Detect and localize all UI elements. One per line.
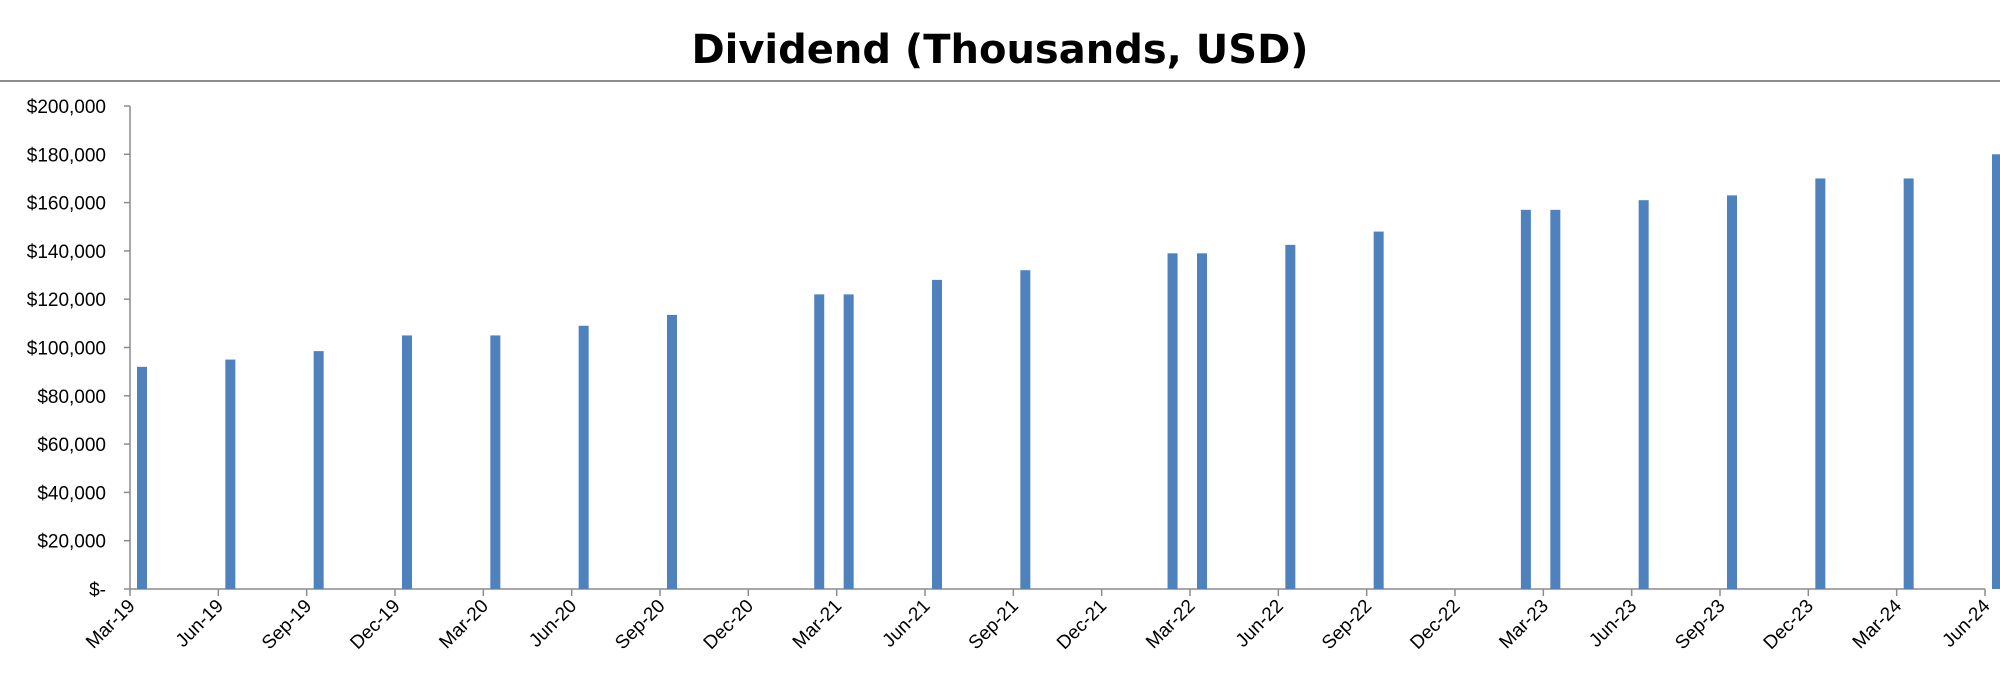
bar-2022-02: [1167, 253, 1178, 589]
bar-2022-09: [1373, 231, 1384, 589]
bar-2020-03: [490, 335, 501, 589]
x-tick-label: Sep-23: [1671, 596, 1729, 654]
x-tick-label: Jun-21: [879, 596, 935, 652]
x-tick-label: Sep-22: [1318, 596, 1376, 654]
y-tick-label: $200,000: [27, 97, 106, 118]
y-tick-label: $140,000: [27, 242, 106, 263]
bar-2019-12: [402, 335, 412, 589]
y-tick-label: $40,000: [37, 483, 106, 504]
bar-2023-03: [1550, 209, 1561, 589]
x-tick-label: Jun-22: [1232, 596, 1288, 652]
bar-2019-09: [313, 351, 324, 589]
title-divider: [0, 80, 2000, 82]
bar-2024-06: [1992, 154, 2000, 590]
bar-2021-09: [1020, 270, 1031, 589]
bar-2021-06: [932, 279, 942, 589]
bars: [137, 154, 2000, 590]
x-tick-label: Mar-19: [82, 596, 139, 653]
x-tick-label: Dec-21: [1053, 596, 1111, 654]
bar-2020-09: [667, 314, 677, 589]
bar-2024-03: [1903, 178, 1914, 589]
x-tick-label: Dec-22: [1406, 596, 1464, 654]
x-tick-label: Mar-24: [1849, 595, 1907, 653]
bar-2023-06: [1638, 200, 1649, 589]
bar-2021-02: [814, 294, 825, 589]
x-tick-label: Mar-23: [1495, 596, 1552, 653]
x-tick-label: Sep-20: [611, 596, 669, 654]
x-tick-label: Mar-20: [435, 596, 492, 653]
x-tick-label: Sep-21: [965, 596, 1023, 654]
bar-2020-06: [578, 325, 589, 589]
bar-2021-03: [843, 294, 854, 589]
x-tick-label: Jun-24: [1939, 595, 1995, 651]
x-axis: Mar-19 Jun-19 Sep-19 Dec-19 Mar-20 Jun-20 Sep-…: [82, 588, 1995, 654]
x-tick-label: Jun-20: [525, 596, 581, 652]
y-tick-label: $120,000: [27, 290, 106, 311]
x-tick-label: Dec-23: [1760, 596, 1818, 654]
y-tick-label: $180,000: [27, 145, 106, 166]
chart-title: Dividend (Thousands, USD): [691, 27, 1309, 73]
y-tick-label: $80,000: [37, 387, 106, 408]
bar-2022-03: [1197, 253, 1207, 589]
y-axis: $- $20,000 $40,000 $60,000 $80,000 $100,000 $1…: [27, 97, 131, 601]
y-tick-label: $160,000: [27, 194, 106, 215]
x-tick-label: Dec-19: [346, 596, 404, 654]
y-tick-label: $60,000: [37, 435, 106, 456]
bar-2023-09: [1727, 195, 1737, 590]
bar-2023-02: [1520, 209, 1531, 589]
x-tick-label: Mar-21: [789, 596, 846, 653]
bar-2019-03: [137, 366, 147, 589]
y-tick-label: $-: [89, 580, 106, 601]
x-tick-label: Sep-19: [258, 596, 316, 654]
x-tick-label: Mar-22: [1142, 596, 1199, 653]
y-tick-label: $100,000: [27, 339, 106, 360]
x-tick-label: Jun-23: [1585, 596, 1641, 652]
y-tick-label: $20,000: [37, 532, 106, 553]
x-tick-label: Jun-19: [172, 596, 228, 652]
bar-2023-12: [1815, 178, 1826, 589]
x-tick-label: Dec-20: [700, 596, 758, 654]
bar-2022-06: [1285, 244, 1296, 590]
bar-2019-06: [225, 359, 236, 589]
